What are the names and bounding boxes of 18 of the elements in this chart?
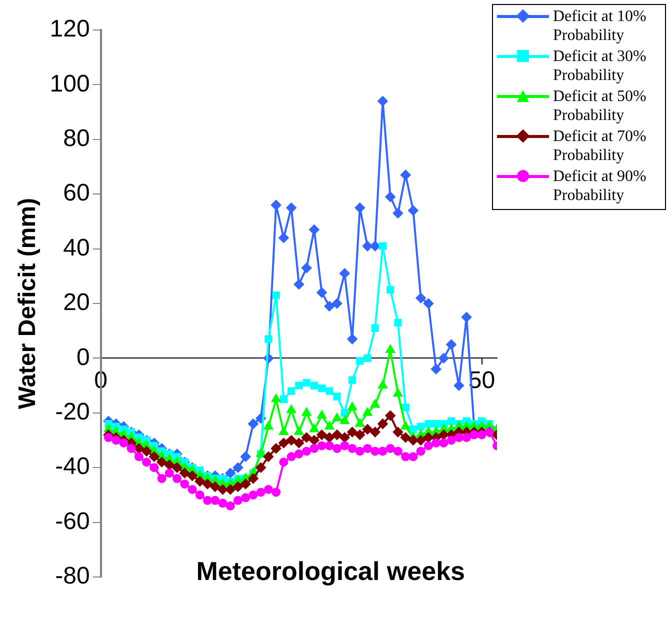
legend-label: Deficit at 50% Probability — [553, 87, 648, 125]
y-tick-label: 80 — [63, 125, 90, 152]
legend-label: Deficit at 10% Probability — [553, 7, 648, 45]
y-tick-label: -40 — [55, 453, 90, 480]
legend-label: Deficit at 90% Probability — [553, 167, 648, 205]
y-axis-title: Water Deficit (mm) — [14, 198, 42, 410]
y-tick-label: 0 — [76, 344, 90, 371]
y-tick-label: 20 — [63, 289, 90, 316]
y-tick-label: -20 — [55, 398, 90, 426]
legend-label: Deficit at 30% Probability — [553, 47, 648, 85]
x-axis-title: Meteorological weeks — [196, 556, 465, 586]
y-tick-label: 40 — [63, 234, 90, 262]
y-tick-label: 60 — [63, 180, 90, 207]
y-tick-label: 120 — [50, 16, 90, 43]
y-tick-label: 100 — [50, 70, 90, 98]
y-tick-label: -60 — [55, 508, 90, 535]
y-tick-label: -80 — [55, 562, 90, 590]
legend-label: Deficit at 70% Probability — [553, 127, 648, 165]
